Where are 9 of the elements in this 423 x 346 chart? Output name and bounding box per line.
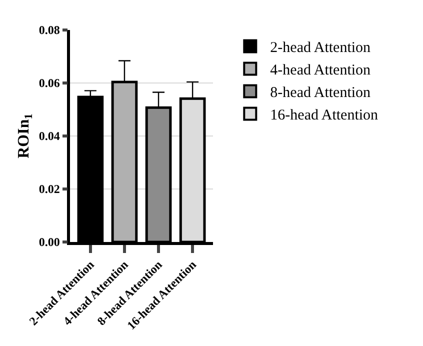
y-tick-label: 0.06: [38, 76, 60, 90]
y-tick-label: 0.08: [38, 23, 60, 38]
legend-label: 4-head Attention: [270, 62, 372, 79]
legend-label: 2-head Attention: [270, 40, 372, 56]
y-tick-label: 0.00: [38, 235, 60, 250]
y-tick-label: 0.04: [38, 129, 60, 144]
legend-label: 8-head Attention: [270, 85, 372, 102]
legend-label: 16-head Attention: [270, 108, 379, 124]
y-tick-label: 0.02: [38, 182, 60, 196]
